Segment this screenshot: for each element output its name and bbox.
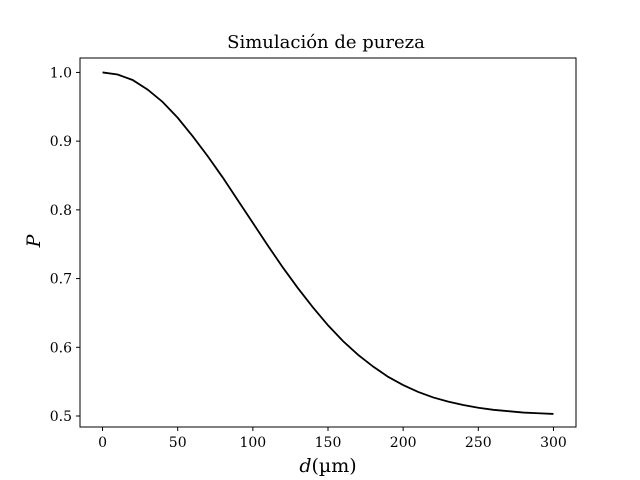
plot-frame [79, 57, 577, 428]
chart-title: Simulación de pureza [227, 32, 425, 53]
y-tick-label: 1.0 [50, 65, 72, 81]
y-tick-label: 0.8 [50, 203, 72, 219]
x-axis-ticks: 0 50 100 150 200 250 300 [98, 427, 567, 451]
x-tick-label: 50 [169, 435, 187, 451]
x-tick-label: 0 [98, 435, 107, 451]
x-tick-label: 100 [239, 435, 266, 451]
y-tick-label: 0.7 [50, 272, 72, 288]
y-axis-label: P [23, 233, 45, 248]
x-axis-label: d(µm) [299, 455, 356, 477]
x-tick-label: 300 [540, 435, 567, 451]
x-tick-label: 250 [465, 435, 492, 451]
x-tick-label: 150 [315, 435, 342, 451]
y-tick-label: 0.9 [50, 134, 72, 150]
x-tick-label: 200 [390, 435, 417, 451]
y-axis-ticks: 0.5 0.6 0.7 0.8 0.9 1.0 [50, 65, 80, 425]
y-tick-label: 0.5 [50, 409, 72, 425]
x-axis-variable: d [299, 455, 311, 477]
x-axis-unit: (µm) [311, 455, 356, 477]
y-tick-label: 0.6 [50, 340, 72, 356]
series-line [102, 71, 554, 415]
